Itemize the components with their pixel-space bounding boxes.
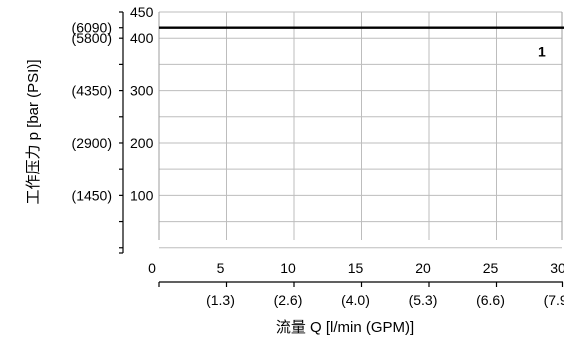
axes <box>119 11 564 287</box>
tick-labels: 450400300200100(6090)(5800)(4350)(2900)(… <box>72 4 564 308</box>
y-tick-label: 100 <box>130 187 154 203</box>
series-label: 1 <box>538 44 546 60</box>
y-tick-label: 450 <box>130 4 154 20</box>
y-tick-label-psi: (4350) <box>72 83 112 99</box>
y-tick-label-psi: (5800) <box>72 30 112 46</box>
x-axis-title: 流量 Q [l/min (GPM)] <box>276 319 414 336</box>
x-tick-label: 0 <box>148 260 156 276</box>
x-tick-label: 30 <box>550 260 564 276</box>
y-tick-label-psi: (1450) <box>72 187 112 203</box>
y-tick-label-psi: (2900) <box>72 135 112 151</box>
x-tick-label: 10 <box>280 260 296 276</box>
x-tick-label: 25 <box>483 260 499 276</box>
x-tick-label: 15 <box>348 260 364 276</box>
x-tick-label-gpm: (6.6) <box>476 292 505 308</box>
y-tick-label: 300 <box>130 83 154 99</box>
x-tick-label-gpm: (7.9) <box>544 292 564 308</box>
x-tick-label-gpm: (4.0) <box>341 292 370 308</box>
series-layer: 1 <box>159 26 564 60</box>
x-tick-label-gpm: (5.3) <box>409 292 438 308</box>
x-tick-label: 5 <box>217 260 225 276</box>
y-axis-title: 工作压力 p [bar (PSI)] <box>25 59 42 204</box>
grid-lines <box>158 11 563 249</box>
x-tick-label: 20 <box>415 260 431 276</box>
x-tick-label-gpm: (1.3) <box>206 292 235 308</box>
y-tick-label: 400 <box>130 30 154 46</box>
y-tick-label: 200 <box>130 135 154 151</box>
y-tick-label-psi: (6090) <box>72 20 112 36</box>
x-tick-label-gpm: (2.6) <box>274 292 303 308</box>
